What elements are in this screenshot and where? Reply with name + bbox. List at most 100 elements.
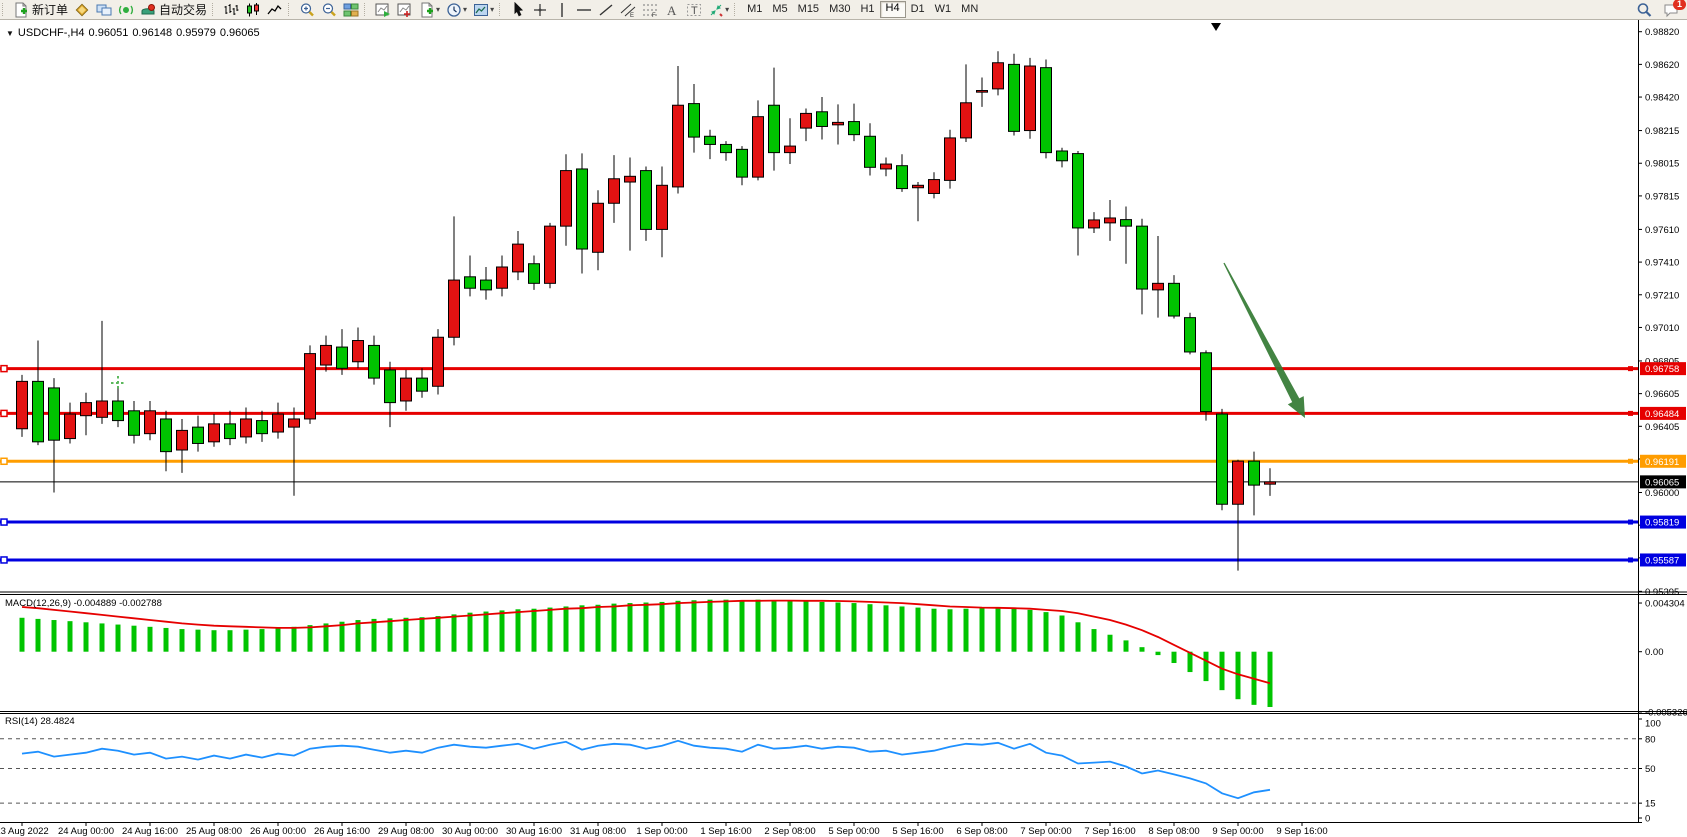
timeframe-m15-button[interactable]: M15 <box>797 3 820 15</box>
candles-icon <box>247 2 260 16</box>
rsi-axis-label: 15 <box>1645 799 1656 810</box>
candle-body <box>64 413 76 440</box>
line-handle[interactable] <box>1628 366 1633 372</box>
toolbar-grip[interactable] <box>364 3 368 16</box>
chart-candles-button[interactable] <box>243 1 263 18</box>
chevron-down-icon[interactable]: ▾ <box>436 5 441 14</box>
candle-body <box>544 225 556 284</box>
chart-surface[interactable]: 0.98820 0.98620 0.98420 0.98215 0.98015 0.978… <box>0 20 1687 837</box>
price-tick-label: 0.98215 <box>1645 126 1679 137</box>
hline-icon <box>577 8 592 11</box>
periods-button[interactable]: ▾ <box>444 1 469 18</box>
candle-body <box>32 380 44 443</box>
collapse-ohlc-icon[interactable]: ▼ <box>6 29 14 38</box>
timeframe-d1-button[interactable]: D1 <box>910 3 925 15</box>
macd-histogram-bar <box>307 625 313 652</box>
zoom-in-button[interactable] <box>297 1 317 18</box>
arrows-tool-button[interactable]: ▾ <box>706 1 731 18</box>
signals-button[interactable] <box>116 1 136 18</box>
toolbar-grip[interactable] <box>734 3 738 16</box>
macd-histogram-bar <box>1219 651 1225 691</box>
candle-body <box>400 377 412 402</box>
line-handle[interactable] <box>1628 458 1633 464</box>
candle-body <box>688 103 700 138</box>
line-handle[interactable] <box>1628 519 1633 525</box>
macd-histogram-bar <box>803 601 809 652</box>
time-tick-label: 31 Aug 08:00 <box>570 826 626 837</box>
macd-histogram-bar <box>339 621 345 652</box>
line-handle[interactable] <box>0 556 8 564</box>
price-line-badge-label: 0.96065 <box>1645 477 1679 488</box>
indicators-button[interactable]: ▾ <box>417 1 442 18</box>
auto-scroll-button[interactable] <box>373 1 393 18</box>
cross-marker-icon[interactable] <box>111 376 125 390</box>
high-value: 0.96148 <box>132 27 173 39</box>
candle-body <box>16 380 28 430</box>
text-tool-button[interactable]: A <box>662 1 682 18</box>
new-order-button[interactable]: 新订单 <box>11 1 70 18</box>
line-handle[interactable] <box>0 409 8 418</box>
channel-tool-button[interactable]: E <box>618 1 638 18</box>
crosshair-tool-button[interactable] <box>530 1 550 18</box>
trend-arrow-annotation[interactable] <box>1223 262 1305 418</box>
timeframe-h4-button[interactable]: H4 <box>879 1 906 18</box>
label-tool-button[interactable]: T <box>684 1 704 18</box>
candle-body <box>368 344 380 379</box>
macd-histogram-bar <box>227 630 233 652</box>
macd-histogram-bar <box>291 626 297 652</box>
line-handle[interactable] <box>1628 557 1633 563</box>
macd-histogram-bar <box>963 608 969 652</box>
arrows-icon <box>710 4 723 17</box>
hline-tool-button[interactable] <box>574 1 594 18</box>
toolbar-grip[interactable] <box>499 3 503 16</box>
timeframe-m5-button[interactable]: M5 <box>772 3 788 15</box>
price-axis[interactable] <box>1638 20 1687 823</box>
search-icon <box>1637 2 1652 17</box>
line-handle[interactable] <box>0 364 8 373</box>
timeframe-mn-button[interactable]: MN <box>961 3 979 15</box>
candle-body <box>592 202 604 253</box>
toolbar-grip[interactable] <box>212 3 216 16</box>
chart-line-button[interactable] <box>265 1 285 18</box>
fibonacci-tool-button[interactable]: F <box>640 1 660 18</box>
bars-icon <box>224 3 239 15</box>
toolbar-grip[interactable] <box>2 3 6 16</box>
chevron-down-icon[interactable]: ▾ <box>490 5 495 14</box>
macd-histogram-bar <box>163 627 169 652</box>
search-button[interactable] <box>1634 1 1654 18</box>
chat-button[interactable]: 1 <box>1661 0 1686 18</box>
timeframe-h1-button[interactable]: H1 <box>860 3 875 15</box>
timeframe-m1-button[interactable]: M1 <box>747 3 763 15</box>
rsi-axis-label: 0 <box>1645 814 1650 825</box>
cursor-tool-button[interactable] <box>508 1 528 18</box>
macd-histogram-bar <box>739 600 745 652</box>
pane-resize-handle-macd[interactable] <box>0 590 1687 595</box>
line-handle[interactable] <box>0 518 8 526</box>
timeframe-w1-button[interactable]: W1 <box>934 3 952 15</box>
line-handle[interactable] <box>0 457 8 466</box>
trendline-tool-button[interactable] <box>596 1 616 18</box>
autotrade-button[interactable]: 自动交易 <box>138 1 209 18</box>
data-window-button[interactable] <box>94 1 114 18</box>
time-axis[interactable] <box>0 823 1638 837</box>
vline-tool-button[interactable] <box>552 1 572 18</box>
line-handle[interactable] <box>1628 410 1633 416</box>
chart-shift-button[interactable] <box>395 1 415 18</box>
macd-histogram-bar <box>131 625 137 652</box>
tile-windows-button[interactable] <box>341 1 361 18</box>
toolbar-grip[interactable] <box>288 3 292 16</box>
pane-resize-handle-rsi[interactable] <box>0 710 1687 715</box>
autotrade-icon <box>141 3 156 14</box>
candle-body <box>528 263 540 284</box>
chevron-down-icon[interactable]: ▾ <box>725 5 730 14</box>
timeframe-m30-button[interactable]: M30 <box>829 3 851 15</box>
templates-button[interactable]: ▾ <box>471 1 496 18</box>
candle-body <box>1152 282 1164 291</box>
price-tick-label: 0.98420 <box>1645 93 1679 104</box>
market-watch-button[interactable] <box>72 1 92 18</box>
chart-bars-button[interactable] <box>221 1 241 18</box>
zoom-out-button[interactable] <box>319 1 339 18</box>
macd-histogram-bar <box>643 602 649 652</box>
time-tick-label: 25 Aug 08:00 <box>186 826 242 837</box>
chevron-down-icon[interactable]: ▾ <box>463 5 468 14</box>
